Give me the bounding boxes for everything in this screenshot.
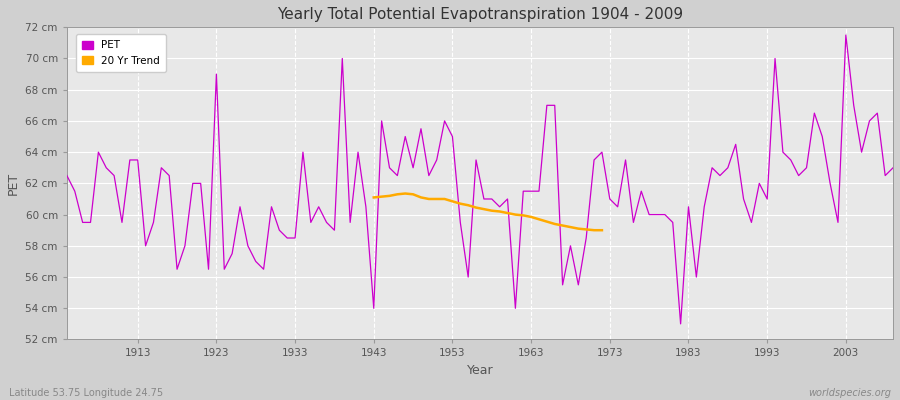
Y-axis label: PET: PET <box>7 172 20 195</box>
Text: Latitude 53.75 Longitude 24.75: Latitude 53.75 Longitude 24.75 <box>9 388 163 398</box>
Title: Yearly Total Potential Evapotranspiration 1904 - 2009: Yearly Total Potential Evapotranspiratio… <box>277 7 683 22</box>
Text: worldspecies.org: worldspecies.org <box>808 388 891 398</box>
X-axis label: Year: Year <box>467 364 493 377</box>
Legend: PET, 20 Yr Trend: PET, 20 Yr Trend <box>76 34 166 72</box>
